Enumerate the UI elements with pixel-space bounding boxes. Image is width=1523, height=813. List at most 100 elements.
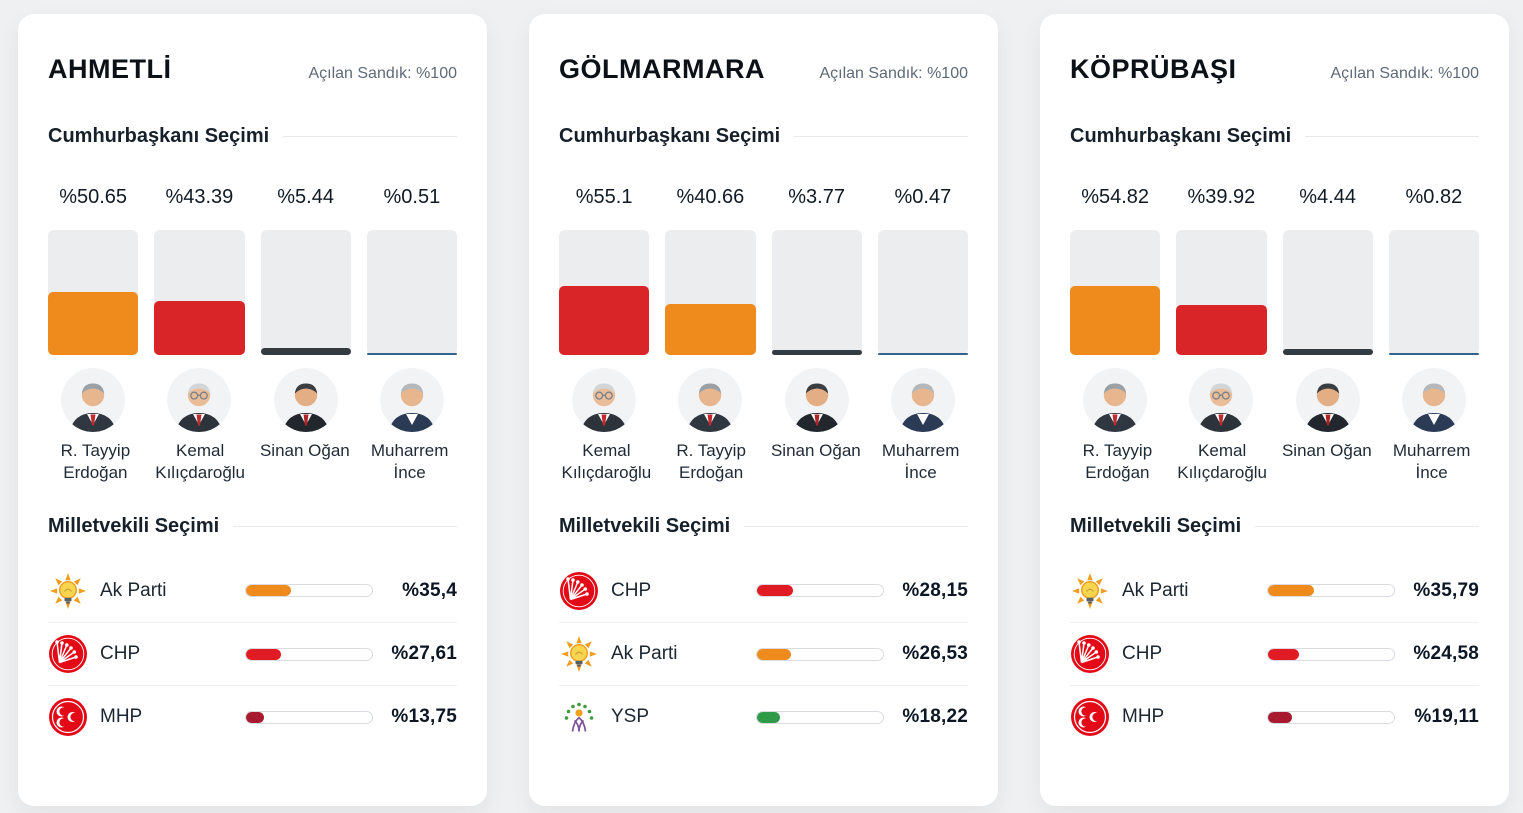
- candidate-bar-fill: [665, 304, 756, 355]
- party-row: Ak Parti %26,53: [559, 622, 968, 685]
- candidate-bar-fill: [366, 353, 457, 355]
- party-progress-track: [756, 584, 884, 598]
- party-progress-fill: [246, 648, 281, 660]
- party-row: CHP %24,58: [1070, 622, 1479, 685]
- section-title-text: Milletvekili Seçimi: [1070, 515, 1242, 538]
- section-title: Cumhurbaşkanı Seçimi: [48, 125, 457, 148]
- party-progress-fill: [757, 648, 791, 660]
- section-title-rule: [1305, 136, 1479, 137]
- party-list: Ak Parti %35,4 CHP %27,61 MHP %13,75: [48, 559, 457, 748]
- opened-ballots-label: Açılan Sandık: %100: [819, 65, 968, 82]
- party-progress-track: [245, 710, 373, 724]
- candidate-bar-track: [771, 230, 862, 355]
- candidate-photo-cell: [1389, 368, 1479, 432]
- party-progress-fill: [246, 711, 264, 723]
- candidate-photo: [1083, 368, 1148, 432]
- section-title-text: Cumhurbaşkanı Seçimi: [1070, 125, 1292, 147]
- mhp-logo-icon: [48, 697, 88, 737]
- candidate-name: R. Tayyip Erdoğan: [676, 441, 746, 483]
- candidate-percent-row: %50.65 %43.39 %5.44 %0.51: [48, 186, 457, 209]
- candidate-percent: %0.47: [894, 186, 952, 208]
- candidate-percent: %55.1: [575, 186, 633, 208]
- candidate-bar-track: [559, 230, 650, 355]
- district-card: KÖPRÜBAŞI Açılan Sandık: %100 Cumhurbaşkan…: [1040, 14, 1509, 806]
- candidate-photo-cell: [772, 368, 862, 432]
- party-progress-fill: [1268, 585, 1314, 597]
- candidate-bar-fill: [1176, 305, 1267, 355]
- party-percent: %28,15: [902, 579, 968, 601]
- candidate-photo: [379, 368, 444, 432]
- opened-ballots-label: Açılan Sandık: %100: [1330, 65, 1479, 82]
- candidate-photo: [1295, 368, 1360, 432]
- party-name: Ak Parti: [1122, 579, 1189, 601]
- candidate-bar-track: [154, 230, 245, 355]
- candidate-bar-track: [48, 230, 139, 355]
- section-title-rule: [794, 136, 968, 137]
- party-name: CHP: [1122, 643, 1163, 665]
- party-percent: %35,79: [1413, 579, 1479, 601]
- candidate-bar-fill: [48, 292, 139, 355]
- party-name: Ak Parti: [611, 643, 678, 665]
- section-title-text: Milletvekili Seçimi: [559, 515, 731, 538]
- candidate-photo: [678, 368, 743, 432]
- party-row: MHP %19,11: [1070, 685, 1479, 748]
- candidate-photo: [890, 368, 955, 432]
- candidate-bar-fill: [877, 353, 968, 355]
- party-percent: %18,22: [902, 706, 968, 728]
- party-name: YSP: [611, 706, 650, 728]
- candidate-bar-track: [877, 230, 968, 355]
- candidate-photo: [572, 368, 637, 432]
- party-percent: %24,58: [1413, 643, 1479, 665]
- candidate-bar-fill: [1282, 349, 1373, 355]
- party-progress-track: [245, 584, 373, 598]
- candidate-bar-fill: [154, 301, 245, 355]
- candidate-percent: %3.77: [788, 186, 845, 208]
- card-header: KÖPRÜBAŞI Açılan Sandık: %100: [1070, 54, 1479, 85]
- candidate-photo-cell: [261, 368, 351, 432]
- section-title: Milletvekili Seçimi: [1070, 515, 1479, 538]
- section-title: Cumhurbaşkanı Seçimi: [559, 125, 968, 148]
- party-percent: %26,53: [902, 643, 968, 665]
- section-title: Cumhurbaşkanı Seçimi: [1070, 125, 1479, 148]
- party-percent: %19,11: [1414, 706, 1479, 728]
- party-progress-track: [1267, 584, 1395, 598]
- candidate-percent: %0.82: [1405, 186, 1463, 208]
- candidate-percent: %5.44: [277, 186, 334, 208]
- akp-logo-icon: [48, 571, 88, 611]
- candidate-bar-fill: [260, 348, 351, 355]
- candidate-photo-cell: [48, 368, 138, 432]
- section-title-rule: [1255, 526, 1479, 528]
- candidate-name: Muharrem İnce: [881, 441, 960, 483]
- candidate-percent-row: %55.1 %40.66 %3.77 %0.47: [559, 186, 968, 209]
- candidate-bar-track: [1388, 230, 1479, 355]
- candidate-photo: [167, 368, 232, 432]
- party-name: CHP: [100, 643, 141, 665]
- section-title-rule: [233, 526, 457, 528]
- candidate-photo: [273, 368, 338, 432]
- party-name: Ak Parti: [100, 579, 167, 601]
- party-progress-fill: [757, 711, 780, 723]
- candidate-photo-cell: [665, 368, 755, 432]
- card-header: GÖLMARMARA Açılan Sandık: %100: [559, 54, 968, 85]
- party-percent: %27,61: [391, 643, 457, 665]
- party-progress-fill: [1268, 648, 1299, 660]
- candidate-bars-row: [1070, 230, 1479, 355]
- candidate-bar-fill: [1070, 286, 1161, 355]
- party-progress-track: [756, 647, 884, 661]
- candidate-bar-track: [366, 230, 457, 355]
- candidate-percent: %40.66: [676, 186, 745, 208]
- candidate-name: Kemal Kılıçdaroğlu: [155, 441, 246, 483]
- ysp-logo-icon: [559, 697, 599, 737]
- candidate-photo-cell: [559, 368, 649, 432]
- card-header: AHMETLİ Açılan Sandık: %100: [48, 54, 457, 85]
- candidate-percent-row: %54.82 %39.92 %4.44 %0.82: [1070, 186, 1479, 209]
- party-name: CHP: [611, 579, 652, 601]
- candidate-name: Sinan Oğan: [770, 441, 861, 460]
- party-progress-track: [245, 647, 373, 661]
- candidate-photo-cell: [1283, 368, 1373, 432]
- candidate-bar-track: [1176, 230, 1267, 355]
- candidate-bars-row: [559, 230, 968, 355]
- party-progress-track: [1267, 710, 1395, 724]
- party-progress-fill: [246, 585, 291, 597]
- candidate-name: Kemal Kılıçdaroğlu: [1177, 441, 1268, 483]
